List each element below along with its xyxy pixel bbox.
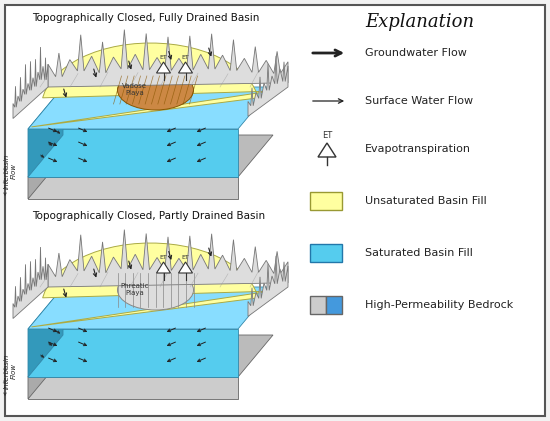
FancyBboxPatch shape	[5, 5, 545, 416]
Text: Interbasin
Flow: Interbasin Flow	[3, 353, 16, 389]
Text: Topographically Closed, Partly Drained Basin: Topographically Closed, Partly Drained B…	[32, 211, 265, 221]
Polygon shape	[28, 329, 238, 377]
Polygon shape	[248, 56, 288, 116]
Bar	[310, 244, 342, 262]
Polygon shape	[28, 177, 238, 199]
Polygon shape	[179, 262, 192, 273]
Polygon shape	[157, 262, 170, 273]
Polygon shape	[157, 62, 170, 73]
Polygon shape	[13, 247, 48, 319]
Bar	[310, 192, 342, 210]
Text: ET: ET	[160, 255, 167, 260]
Ellipse shape	[118, 70, 194, 110]
Text: Interbasin
Flow: Interbasin Flow	[3, 153, 16, 189]
Polygon shape	[48, 229, 288, 287]
Text: Saturated Basin Fill: Saturated Basin Fill	[365, 248, 473, 258]
Text: Evapotranspiration: Evapotranspiration	[365, 144, 471, 154]
Polygon shape	[28, 87, 63, 177]
Polygon shape	[13, 47, 48, 118]
Text: ET: ET	[182, 255, 189, 260]
Text: ET: ET	[160, 55, 167, 60]
Text: Explanation: Explanation	[365, 13, 475, 31]
Polygon shape	[31, 43, 270, 127]
Polygon shape	[28, 87, 273, 129]
Polygon shape	[248, 256, 288, 317]
Polygon shape	[28, 287, 63, 377]
Bar	[310, 296, 326, 314]
Bar	[326, 296, 342, 314]
Polygon shape	[48, 29, 288, 87]
Text: Unsaturated Basin Fill: Unsaturated Basin Fill	[365, 196, 487, 206]
Polygon shape	[28, 377, 238, 399]
Text: Vadose
Playa: Vadose Playa	[122, 83, 147, 96]
Polygon shape	[318, 143, 336, 157]
Text: Surface Water Flow: Surface Water Flow	[365, 96, 473, 106]
Polygon shape	[28, 335, 63, 399]
Polygon shape	[28, 335, 273, 377]
Polygon shape	[28, 287, 273, 329]
Text: ET: ET	[322, 131, 332, 140]
Polygon shape	[31, 243, 270, 327]
Text: Topographically Closed, Fully Drained Basin: Topographically Closed, Fully Drained Ba…	[32, 13, 260, 23]
Ellipse shape	[118, 270, 194, 310]
Text: Groundwater Flow: Groundwater Flow	[365, 48, 467, 58]
Polygon shape	[179, 62, 192, 73]
Polygon shape	[28, 129, 238, 177]
Polygon shape	[28, 135, 273, 177]
Polygon shape	[28, 135, 63, 199]
Text: ET: ET	[182, 55, 189, 60]
Text: High-Permeability Bedrock: High-Permeability Bedrock	[365, 300, 513, 310]
Text: Phreatic
Playa: Phreatic Playa	[120, 283, 149, 296]
